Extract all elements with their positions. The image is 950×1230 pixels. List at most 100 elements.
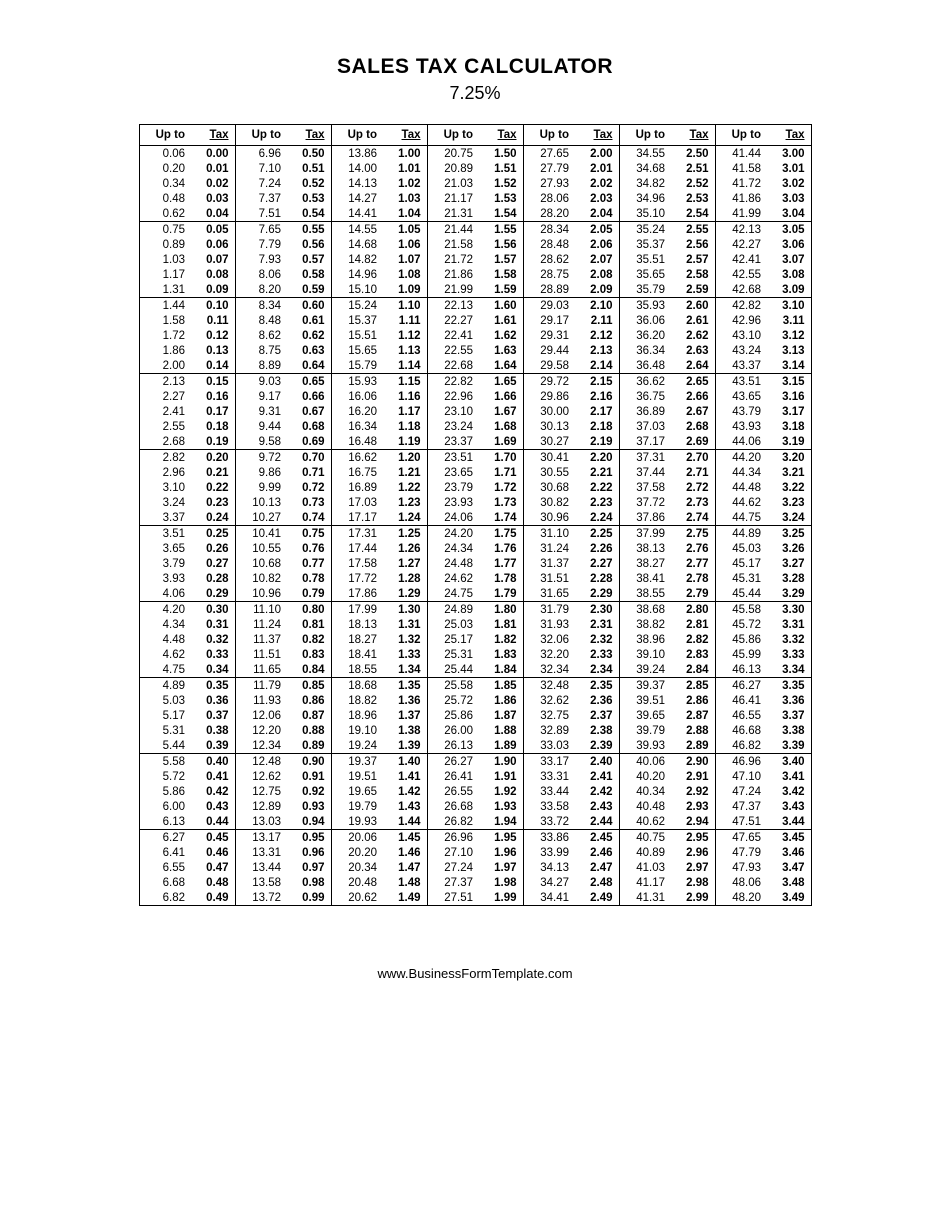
cell-tax: 1.56: [479, 237, 523, 252]
cell-upto: 26.55: [427, 784, 479, 799]
cell-upto: 14.96: [331, 267, 383, 282]
cell-tax: 2.98: [671, 875, 715, 890]
cell-upto: 16.06: [331, 389, 383, 404]
cell-tax: 2.82: [671, 632, 715, 647]
col-header-upto: Up to: [331, 125, 383, 146]
cell-tax: 1.80: [479, 602, 523, 618]
cell-upto: 37.72: [619, 495, 671, 510]
cell-upto: 17.99: [331, 602, 383, 618]
cell-upto: 9.72: [235, 450, 287, 466]
cell-tax: 1.36: [383, 693, 427, 708]
cell-tax: 1.98: [479, 875, 523, 890]
cell-upto: 30.13: [523, 419, 575, 434]
cell-tax: 2.26: [575, 541, 619, 556]
cell-upto: 48.06: [715, 875, 767, 890]
cell-upto: 6.27: [139, 830, 191, 846]
cell-upto: 24.62: [427, 571, 479, 586]
cell-upto: 17.31: [331, 526, 383, 542]
cell-upto: 22.82: [427, 374, 479, 390]
cell-tax: 2.59: [671, 282, 715, 298]
cell-tax: 2.80: [671, 602, 715, 618]
cell-upto: 16.75: [331, 465, 383, 480]
cell-upto: 8.34: [235, 298, 287, 314]
cell-tax: 1.18: [383, 419, 427, 434]
cell-upto: 46.68: [715, 723, 767, 738]
cell-tax: 2.85: [671, 678, 715, 694]
cell-tax: 3.28: [767, 571, 811, 586]
cell-upto: 25.17: [427, 632, 479, 647]
cell-upto: 39.37: [619, 678, 671, 694]
cell-tax: 0.61: [287, 313, 331, 328]
cell-upto: 28.34: [523, 222, 575, 238]
cell-upto: 47.93: [715, 860, 767, 875]
cell-upto: 40.48: [619, 799, 671, 814]
cell-upto: 10.82: [235, 571, 287, 586]
cell-tax: 0.82: [287, 632, 331, 647]
cell-tax: 2.48: [575, 875, 619, 890]
cell-tax: 1.01: [383, 161, 427, 176]
cell-tax: 2.87: [671, 708, 715, 723]
cell-upto: 6.41: [139, 845, 191, 860]
cell-upto: 42.27: [715, 237, 767, 252]
table-row: 0.480.037.370.5314.271.0321.171.5328.062…: [139, 191, 811, 206]
cell-upto: 34.55: [619, 146, 671, 162]
cell-upto: 16.48: [331, 434, 383, 450]
cell-tax: 0.51: [287, 161, 331, 176]
cell-tax: 2.81: [671, 617, 715, 632]
table-row: 1.030.077.930.5714.821.0721.721.5728.622…: [139, 252, 811, 267]
cell-tax: 0.80: [287, 602, 331, 618]
cell-tax: 0.79: [287, 586, 331, 602]
table-row: 6.550.4713.440.9720.341.4727.241.9734.13…: [139, 860, 811, 875]
cell-tax: 0.65: [287, 374, 331, 390]
cell-upto: 3.93: [139, 571, 191, 586]
cell-tax: 0.67: [287, 404, 331, 419]
cell-upto: 0.20: [139, 161, 191, 176]
cell-upto: 38.68: [619, 602, 671, 618]
cell-upto: 29.58: [523, 358, 575, 374]
cell-upto: 42.55: [715, 267, 767, 282]
cell-tax: 3.27: [767, 556, 811, 571]
cell-upto: 17.58: [331, 556, 383, 571]
cell-tax: 1.34: [383, 662, 427, 678]
cell-upto: 19.37: [331, 754, 383, 770]
cell-upto: 0.89: [139, 237, 191, 252]
cell-tax: 2.61: [671, 313, 715, 328]
cell-tax: 0.22: [191, 480, 235, 495]
cell-upto: 7.24: [235, 176, 287, 191]
cell-tax: 3.20: [767, 450, 811, 466]
table-row: 0.890.067.790.5614.681.0621.581.5628.482…: [139, 237, 811, 252]
cell-tax: 0.48: [191, 875, 235, 890]
cell-upto: 29.72: [523, 374, 575, 390]
cell-upto: 16.62: [331, 450, 383, 466]
table-row: 4.060.2910.960.7917.861.2924.751.7931.65…: [139, 586, 811, 602]
cell-tax: 0.10: [191, 298, 235, 314]
cell-upto: 17.17: [331, 510, 383, 526]
cell-tax: 2.09: [575, 282, 619, 298]
cell-tax: 3.29: [767, 586, 811, 602]
cell-upto: 32.62: [523, 693, 575, 708]
table-row: 3.370.2410.270.7417.171.2424.061.7430.96…: [139, 510, 811, 526]
cell-tax: 1.46: [383, 845, 427, 860]
cell-upto: 12.48: [235, 754, 287, 770]
cell-upto: 26.82: [427, 814, 479, 830]
cell-tax: 2.10: [575, 298, 619, 314]
cell-upto: 2.96: [139, 465, 191, 480]
cell-tax: 1.63: [479, 343, 523, 358]
tax-table: Up toTaxUp toTaxUp toTaxUp toTaxUp toTax…: [139, 124, 812, 906]
cell-tax: 3.18: [767, 419, 811, 434]
cell-upto: 32.89: [523, 723, 575, 738]
cell-upto: 12.75: [235, 784, 287, 799]
cell-upto: 21.31: [427, 206, 479, 222]
cell-tax: 0.58: [287, 267, 331, 282]
cell-tax: 0.96: [287, 845, 331, 860]
cell-tax: 2.23: [575, 495, 619, 510]
cell-tax: 0.81: [287, 617, 331, 632]
cell-upto: 46.96: [715, 754, 767, 770]
cell-tax: 3.45: [767, 830, 811, 846]
cell-upto: 10.27: [235, 510, 287, 526]
cell-tax: 2.91: [671, 769, 715, 784]
cell-tax: 0.68: [287, 419, 331, 434]
cell-upto: 31.79: [523, 602, 575, 618]
cell-upto: 40.62: [619, 814, 671, 830]
cell-upto: 43.10: [715, 328, 767, 343]
